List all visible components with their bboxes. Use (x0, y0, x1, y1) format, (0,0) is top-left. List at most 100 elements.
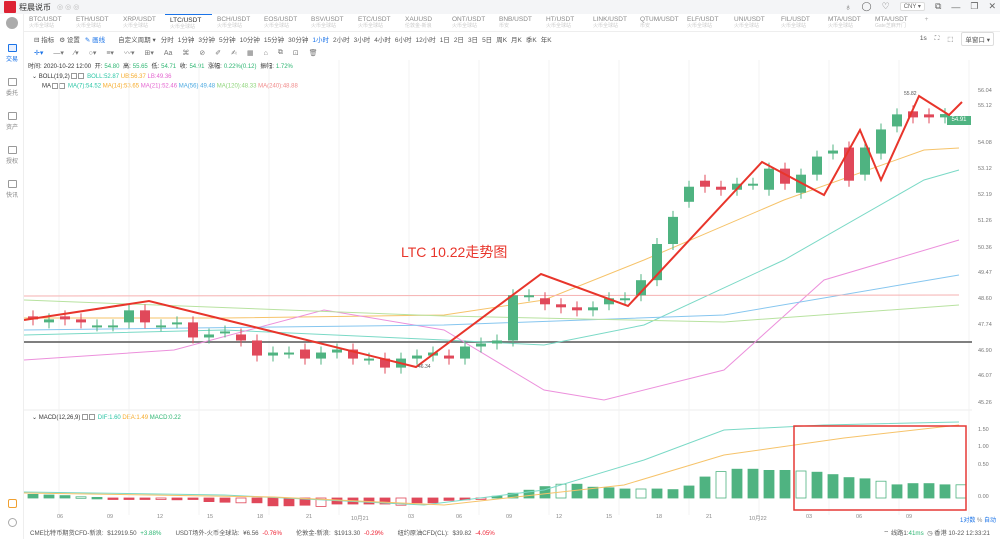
sidebar-item-trade[interactable]: 交易 (0, 44, 24, 63)
text-tool-icon[interactable]: Aa (164, 50, 173, 57)
tab-ht-usdt[interactable]: HT/USDT火币全球站 (541, 14, 588, 31)
tab-ltc-usdt[interactable]: LTC/USDT火币全球站 (165, 14, 212, 31)
sidebar-item-assets[interactable]: 资产 (0, 112, 24, 131)
tab-fil-usdt[interactable]: FIL/USDT火币全球站 (776, 14, 823, 31)
period-6[interactable]: 30分钟 (288, 34, 308, 44)
percent-scale-toggle[interactable]: % (977, 518, 982, 524)
vip-diamond-icon[interactable] (8, 499, 17, 508)
tab-uni-usdt[interactable]: UNI/USDT火币全球站 (729, 14, 776, 31)
wave-tool-icon[interactable]: 〰▾ (124, 48, 135, 58)
period-17[interactable]: 周K (496, 34, 507, 44)
period-5[interactable]: 15分钟 (264, 34, 284, 44)
period-16[interactable]: 5日 (482, 34, 492, 44)
restore-button[interactable]: ❐ (970, 1, 978, 12)
period-8[interactable]: 2小时 (333, 34, 350, 44)
ticker-item[interactable]: 纽约原油CFD(CL): $39.82 -4.05% (398, 530, 497, 537)
period-7[interactable]: 1小时 (312, 34, 329, 44)
tab-elf-usdt[interactable]: ELF/USDT火币全球站 (682, 14, 729, 31)
settings-button[interactable]: ⚙ 设置 (59, 34, 80, 44)
currency-select[interactable]: CNY ▾ (900, 2, 925, 11)
drawing-label: 画线 (92, 37, 105, 44)
chat-icon[interactable]: ◯ (862, 1, 872, 12)
wallet-icon (8, 112, 17, 120)
period-19[interactable]: 季K (526, 34, 537, 44)
period-list: 分时 1分钟3分钟 5分钟 10分钟 15分钟 30分钟 1小时 2小时 3小时4小时 6小时12… (161, 34, 552, 44)
tab-mta-usdt[interactable]: MTA/USDT火币全球站 (823, 14, 870, 31)
fib-tool-icon[interactable]: ⊞▾ (144, 49, 153, 57)
sidebar-item-auth[interactable]: 授权 (0, 146, 24, 165)
minimize-button[interactable]: — (951, 2, 960, 12)
ticker-change: -4.05% (475, 530, 495, 537)
period-9[interactable]: 3小时 (354, 34, 371, 44)
price-chart[interactable] (24, 60, 972, 515)
auto-scale-toggle[interactable]: 自动 (984, 518, 996, 524)
add-tab-button[interactable]: + (917, 14, 931, 31)
shirt-icon[interactable]: ♡ (882, 1, 890, 12)
period-13[interactable]: 1日 (440, 34, 450, 44)
line-tool-icon[interactable]: —▾ (53, 49, 64, 57)
globe-icon[interactable] (6, 17, 18, 29)
period-14[interactable]: 2日 (454, 34, 464, 44)
period-11[interactable]: 6小时 (395, 34, 412, 44)
tab-bsv-usdt[interactable]: BSV/USDT火币全球站 (306, 14, 353, 31)
indicator-button[interactable]: ⊟ 指标 (34, 34, 54, 44)
line-label[interactable]: 线路1: (891, 530, 909, 537)
refresh-rate[interactable]: 1s (920, 35, 927, 42)
notification-icon[interactable]: ♁ (845, 2, 852, 12)
magnet-tool-icon[interactable]: ⌘ (182, 49, 189, 57)
tab-eos-usdt[interactable]: EOS/USDT火币全球站 (259, 14, 306, 31)
screenshot-icon[interactable]: ⬚ (947, 35, 953, 43)
window-mode-select[interactable]: 单窗口 ▾ (961, 32, 994, 46)
circle-tool-icon[interactable]: ○▾ (89, 49, 97, 57)
period-3[interactable]: 5分钟 (219, 34, 236, 44)
sidebar-item-news[interactable]: 快讯 (0, 180, 24, 199)
ruler-tool-icon[interactable]: ▦ (247, 49, 254, 57)
period-4[interactable]: 10分钟 (240, 34, 260, 44)
fullscreen-icon[interactable]: ⛶ (935, 35, 940, 43)
tab-xrp-usdt[interactable]: XRP/USDT火币全球站 (118, 14, 165, 31)
period-12[interactable]: 12小时 (415, 34, 435, 44)
pencil-tool-icon[interactable]: ✐ (215, 49, 221, 57)
tab-link-usdt[interactable]: LINK/USDT火币全球站 (588, 14, 635, 31)
period-2[interactable]: 3分钟 (198, 34, 215, 44)
drawing-button[interactable]: ✎ 画线 (85, 34, 105, 44)
clock-value: 香港 10-22 12:33:21 (934, 530, 990, 537)
custom-period-select[interactable]: 自定义周期 ▾ (118, 34, 156, 44)
period-15[interactable]: 3日 (468, 34, 478, 44)
tab-btc-usdt[interactable]: BTC/USDT火币全球站 (24, 14, 71, 31)
tab-xauusd[interactable]: XAUUSD伦敦金-新浪 (400, 14, 447, 31)
brush-tool-icon[interactable]: ✍ (231, 49, 237, 57)
tab-bnb-usdt[interactable]: BNB/USDT币安 (494, 14, 541, 31)
log-scale-toggle[interactable]: 1对数 (960, 518, 975, 524)
popout-icon[interactable]: ⧉ (935, 1, 941, 12)
period-0[interactable]: 分时 (161, 34, 174, 44)
settings-gear-icon[interactable] (8, 518, 17, 527)
ticker-item[interactable]: USDT场外-火币全球站: ¥6.56 -0.76% (175, 530, 284, 537)
current-price-tag: 54.91 (947, 116, 971, 125)
ticker-item[interactable]: CME比特币期货CFD-新浪: $12919.50 +3.88% (30, 530, 163, 537)
ray-tool-icon[interactable]: ⁄▾ (74, 49, 79, 57)
tab-ont-usdt[interactable]: ONT/USDT火币全球站 (447, 14, 494, 31)
tab-mta-usdt[interactable]: MTA/USDTGate芝麻开门 (870, 14, 917, 31)
tab-qtum-usdt[interactable]: QTUM/USDT币安 (635, 14, 682, 31)
parallel-tool-icon[interactable]: ≡▾ (106, 49, 114, 57)
period-10[interactable]: 4小时 (374, 34, 391, 44)
ticker-bar: CME比特币期货CFD-新浪: $12919.50 +3.88% USDT场外-火… (30, 528, 509, 537)
tab-eth-usdt[interactable]: ETH/USDT火币全球站 (71, 14, 118, 31)
tab-bch-usdt[interactable]: BCH/USDT火币全球站 (212, 14, 259, 31)
lock-tool-icon[interactable]: ⌂ (264, 50, 268, 57)
ticker-item[interactable]: 伦敦金-新浪: $1913.30 -0.29% (296, 530, 386, 537)
hide-tool-icon[interactable]: ⊡ (293, 49, 299, 57)
period-20[interactable]: 年K (541, 34, 552, 44)
crosshair-tool-icon[interactable]: ✛▾ (34, 49, 43, 57)
sidebar-item-orders[interactable]: 委托 (0, 78, 24, 97)
ticker-name: 伦敦金-新浪: (296, 530, 331, 537)
period-1[interactable]: 1分钟 (178, 34, 195, 44)
copy-tool-icon[interactable]: ⧉ (278, 49, 283, 57)
period-18[interactable]: 月K (511, 34, 522, 44)
delete-tool-icon[interactable]: 🗑 (309, 49, 318, 57)
price-tick: 51.26 (978, 218, 992, 224)
close-button[interactable]: ✕ (988, 1, 996, 12)
eraser-tool-icon[interactable]: ⊘ (199, 49, 205, 57)
tab-etc-usdt[interactable]: ETC/USDT火币全球站 (353, 14, 400, 31)
